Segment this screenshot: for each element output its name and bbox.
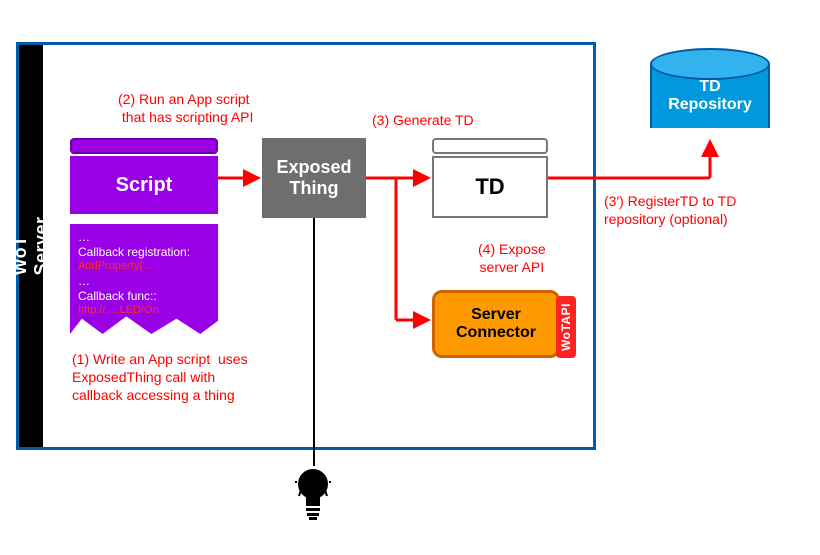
lightbulb-icon xyxy=(295,468,331,520)
server-connector-box: Server Connector xyxy=(432,290,560,358)
exposed-thing-box: Exposed Thing xyxy=(262,138,366,218)
server-connector-label: Server Connector xyxy=(456,306,536,341)
td-scroll-bar xyxy=(432,138,548,154)
td-label: TD xyxy=(475,174,504,200)
repository-label: TD Repository xyxy=(668,78,752,115)
script-scroll: Script xyxy=(70,138,218,214)
script-line: … xyxy=(78,274,210,289)
td-repository: TD Repository xyxy=(650,48,770,138)
script-code: http://….LED/On xyxy=(78,304,210,318)
script-title: Script xyxy=(116,174,173,197)
script-line: Callback registration: xyxy=(78,245,210,260)
script-details: … Callback registration: AddProperty(… …… xyxy=(70,224,218,334)
cylinder-top xyxy=(650,48,770,80)
step1-label: (1) Write an App script uses ExposedThin… xyxy=(72,350,248,405)
server-label: WoT Server xyxy=(10,216,52,275)
script-scroll-body: Script xyxy=(70,156,218,214)
step2-label: (2) Run an App script that has scripting… xyxy=(118,90,253,126)
script-line: Callback func:: xyxy=(78,289,210,304)
script-line: … xyxy=(78,230,210,245)
exposed-thing-line xyxy=(313,218,315,466)
exposed-thing-label: Exposed Thing xyxy=(276,157,351,198)
step4-label: (4) Expose server API xyxy=(478,240,546,276)
step3-label: (3) Generate TD xyxy=(372,112,474,128)
script-scroll-bar xyxy=(70,138,218,154)
td-scroll-body: TD xyxy=(432,156,548,218)
step3p-label: (3') RegisterTD to TD repository (option… xyxy=(604,192,736,228)
wotapi-label: WoTAPI xyxy=(559,303,573,351)
td-scroll: TD xyxy=(432,138,548,218)
server-spine: WoT Server xyxy=(19,45,43,447)
wotapi-badge: WoTAPI xyxy=(556,296,576,358)
diagram-canvas: WoT Server Script … Callback registratio… xyxy=(0,0,820,555)
script-code: AddProperty(… xyxy=(78,260,210,274)
